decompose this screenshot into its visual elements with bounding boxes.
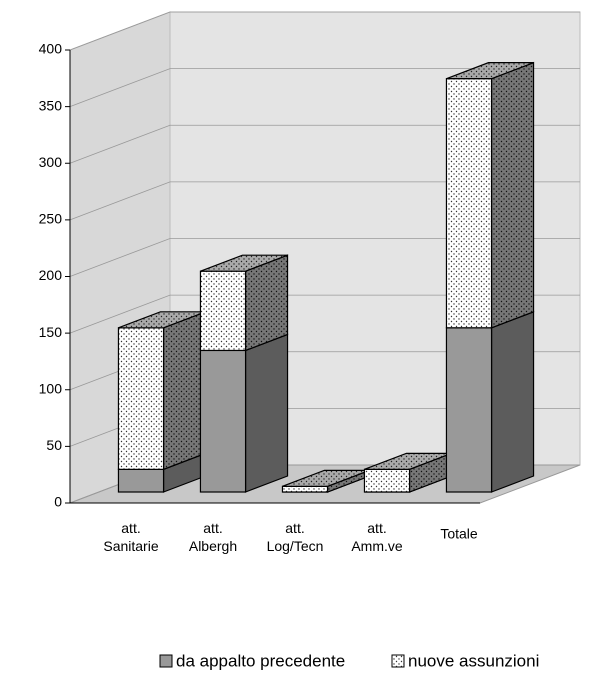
bar-front [445, 327, 493, 493]
bar-front [117, 468, 165, 493]
y-tick-label: 0 [54, 494, 62, 510]
bar-front [199, 270, 247, 352]
bar-top [200, 254, 288, 272]
y-tick-label: 200 [39, 267, 63, 283]
x-tick-label: att. Sanitarie [103, 520, 158, 554]
bar-front [445, 78, 493, 329]
y-tick-label: 50 [46, 437, 62, 453]
bar-front [199, 349, 247, 493]
x-tick-label: att. Amm.ve [351, 520, 403, 554]
bar-side [162, 310, 207, 471]
bar-side [490, 61, 535, 329]
legend-label: nuove assunzioni [408, 651, 539, 670]
x-tick-label: att. Albergh [189, 520, 237, 554]
bar-front [363, 468, 411, 493]
bar-side [244, 333, 289, 493]
y-tick-label: 350 [39, 97, 63, 113]
bar-segment [445, 61, 535, 329]
legend-label: da appalto precedente [176, 651, 345, 670]
bar-segment [199, 333, 289, 493]
bar-front [117, 327, 165, 470]
y-tick-label: 400 [39, 41, 63, 57]
grid-line [69, 124, 580, 164]
bar-segment [363, 452, 453, 493]
grid-line [69, 238, 580, 277]
y-tick-label: 250 [39, 211, 63, 227]
x-tick-label: Totale [440, 526, 478, 542]
bar-front [281, 485, 329, 493]
grid-line [69, 68, 580, 107]
bar-segment [117, 310, 207, 471]
y-tick-label: 300 [39, 154, 63, 170]
legend-swatch [391, 654, 405, 668]
bar-side [244, 254, 289, 352]
legend-swatch [159, 654, 173, 668]
grid-line [69, 294, 580, 334]
y-tick-label: 100 [39, 380, 63, 396]
bar-side [490, 310, 535, 493]
x-tick-label: att. Log/Tecn [267, 520, 324, 554]
bar-segment [445, 310, 535, 493]
y-tick-label: 150 [39, 324, 63, 340]
grid-line [69, 11, 580, 51]
bar-segment [199, 254, 289, 352]
bar-segment [281, 469, 371, 493]
grid-line [69, 181, 580, 221]
bar-top [446, 62, 534, 80]
